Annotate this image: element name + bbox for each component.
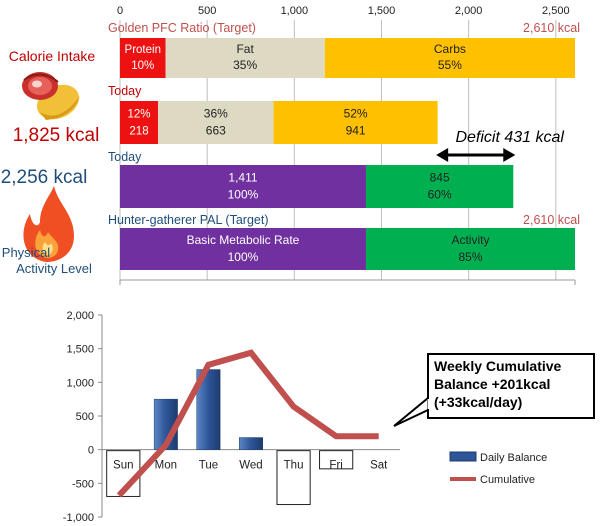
- x-category-label: Fri: [329, 460, 342, 472]
- top-row-title: Today: [108, 84, 142, 98]
- top-bar-label-line2: 100%: [228, 188, 259, 202]
- top-bar-label-line1: 845: [430, 170, 450, 184]
- top-bar-segment-protein: [120, 101, 159, 144]
- pal-label-line2: Activity Level: [16, 261, 92, 276]
- top-bar-segment-activity: [365, 228, 575, 270]
- top-bar-label-line2: 55%: [438, 58, 462, 72]
- top-row-title: Golden PFC Ratio (Target): [108, 21, 256, 35]
- y-tick-label: -500: [72, 478, 94, 490]
- deficit-arrow-head-right: [503, 148, 516, 162]
- top-row-total: 2,610 kcal: [523, 21, 580, 35]
- legend-label-cumulative: Cumulative: [480, 474, 535, 486]
- top-bar-label-line1: Basic Metabolic Rate: [187, 233, 300, 247]
- top-row-total: 2,610 kcal: [523, 213, 580, 227]
- y-tick-label: -1,000: [63, 512, 94, 524]
- x-category-label: Thu: [284, 460, 304, 472]
- intake-value: 1,825 kcal: [13, 125, 100, 146]
- legend-label-daily-balance: Daily Balance: [480, 452, 547, 464]
- top-bar-label-line2: 85%: [458, 250, 482, 264]
- top-bar-label-line2: 100%: [228, 250, 259, 264]
- callout-text-line: Weekly Cumulative: [434, 358, 562, 374]
- top-bar-label-line1: 1,411: [228, 170, 257, 184]
- top-x-tick-label: 2,500: [542, 5, 570, 17]
- x-category-label: Sat: [370, 460, 388, 472]
- top-row-title: Hunter-gatherer PAL (Target): [108, 213, 269, 227]
- top-row-title: Today: [108, 150, 142, 164]
- top-bar-segment-carbs: [324, 38, 575, 78]
- top-bar-label-line2: 218: [129, 126, 148, 138]
- callout-box: [427, 353, 595, 419]
- top-bar-segment-activity: [365, 165, 514, 208]
- top-bar-label-line2: 60%: [428, 188, 452, 202]
- top-bar-label-line1: 36%: [204, 106, 228, 120]
- calorie-intake-label: Calorie Intake: [9, 48, 96, 64]
- top-bar-segment-protein: [120, 38, 166, 78]
- top-bar-label-line1: 12%: [127, 108, 150, 120]
- y-tick-label: 1,000: [66, 377, 94, 389]
- top-bar-label-line1: Activity: [451, 233, 489, 247]
- x-category-label: Tue: [199, 460, 218, 472]
- top-bar-label-line1: Fat: [236, 42, 254, 56]
- y-tick-label: 1,500: [66, 344, 94, 356]
- top-bar-label-line2: 941: [346, 124, 366, 138]
- top-bar-label-line2: 10%: [131, 60, 154, 72]
- top-bar-segment-fat: [158, 101, 274, 144]
- x-category-label: Sun: [113, 460, 133, 472]
- deficit-arrow-head-left: [436, 148, 449, 162]
- pal-label-line1: Physical: [2, 245, 51, 260]
- callout-pointer: [393, 395, 429, 427]
- callout-text-line: (+33kcal/day): [434, 394, 522, 410]
- top-bar-label-line1: 52%: [344, 106, 368, 120]
- top-x-tick-label: 1,500: [368, 5, 396, 17]
- flame-icon: [23, 186, 74, 262]
- top-x-tick-label: 500: [198, 5, 216, 17]
- legend-swatch-daily-balance: [449, 451, 477, 462]
- top-x-tick-label: 0: [117, 5, 123, 17]
- x-category-label: Wed: [239, 460, 262, 472]
- top-bar-segment-fat: [165, 38, 325, 78]
- weekly-balance-chart: 2,000 1,500 1,000 500 0 -500 -1,000 Sun Mon Tue We…: [63, 310, 595, 524]
- top-bar-label-line1: Protein: [125, 44, 161, 56]
- top-bar-segment-carbs: [273, 101, 438, 144]
- daily-balance-bar-negative: [276, 450, 311, 506]
- top-bar-label-line2: 663: [206, 124, 226, 138]
- meat-banana-icon: [22, 72, 80, 120]
- top-bar-label-line2: 35%: [233, 58, 257, 72]
- top-bar-segment-basic-metabolic-rate: [120, 165, 366, 208]
- daily-balance-bar-negative: [319, 450, 354, 470]
- daily-balance-bar: [239, 437, 263, 450]
- top-bar-segment-basic-metabolic-rate: [120, 228, 366, 270]
- top-x-tick-label: 1,000: [281, 5, 309, 17]
- top-x-tick-label: 2,000: [455, 5, 483, 17]
- top-bar-label-line1: Carbs: [434, 42, 466, 56]
- x-category-label: Mon: [155, 460, 177, 472]
- calorie-bar-chart: 0 500 1,000 1,500 2,000 2,500 Golden PFC Ratio…: [108, 5, 580, 285]
- y-tick-label: 2,000: [66, 310, 94, 322]
- cumulative-line: [116, 349, 379, 498]
- callout-text-line: Balance +201kcal: [434, 376, 550, 392]
- expenditure-value: 2,256 kcal: [1, 167, 88, 188]
- y-tick-label: 500: [76, 411, 94, 423]
- deficit-label: Deficit 431 kcal: [455, 129, 564, 146]
- y-tick-label: 0: [88, 445, 94, 457]
